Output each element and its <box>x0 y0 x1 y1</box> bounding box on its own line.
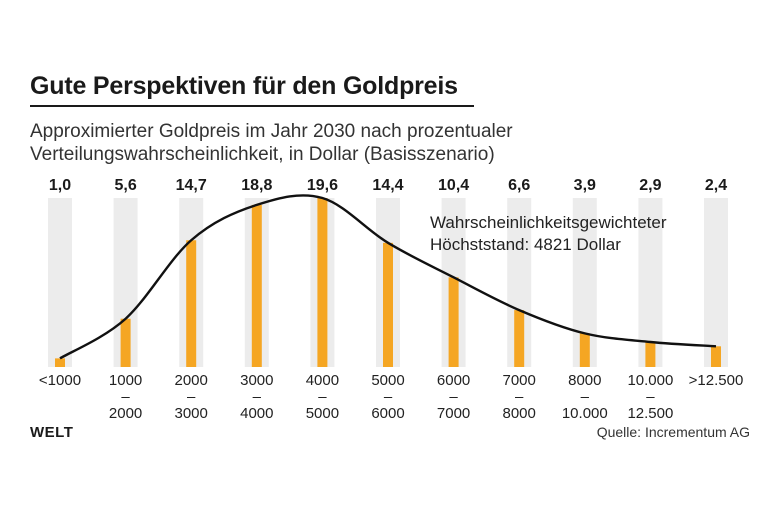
x-tick-label: 1000 <box>109 372 142 389</box>
bar <box>55 358 65 367</box>
value-label: 5,6 <box>114 177 136 194</box>
value-label: 14,4 <box>372 177 403 194</box>
x-tick-label: 4000 <box>240 405 273 422</box>
x-tick-label: 4000 <box>306 372 339 389</box>
title-underline <box>30 105 474 107</box>
bar <box>120 318 131 367</box>
value-label: 2,9 <box>639 177 661 194</box>
bar <box>251 204 262 367</box>
x-tick-label: 3000 <box>240 372 273 389</box>
distribution-curve <box>59 194 717 360</box>
source-note: Quelle: Incrementum AG <box>596 424 750 440</box>
value-labels: 1,0 5,6 14,7 18,8 19,6 14,4 10,4 6,6 3,9 2,9 2,4 <box>49 177 727 194</box>
x-tick-label: 6000 <box>371 405 404 422</box>
welt-logo: WELT <box>30 424 74 441</box>
column-band <box>48 198 72 367</box>
bar <box>711 346 721 367</box>
x-tick-label: 2000 <box>175 372 208 389</box>
value-label: 2,4 <box>705 177 727 194</box>
x-tick-label: – <box>581 389 590 406</box>
x-tick-label: – <box>384 389 393 406</box>
subtitle-line-2: Verteilungswahrscheinlichkeit, in Dollar… <box>30 144 495 165</box>
x-axis-labels: <1000 1000–20002000–30003000–40004000–500… <box>39 372 743 422</box>
x-tick-label: 8000 <box>568 372 601 389</box>
bar <box>514 310 525 367</box>
peak-annotation: Wahrscheinlichkeitsgewichteter Höchststa… <box>430 213 667 254</box>
chart-title: Gute Perspektiven für den Goldpreis <box>30 72 458 100</box>
value-label: 6,6 <box>508 177 530 194</box>
value-label: 19,6 <box>307 177 338 194</box>
bar <box>383 242 393 367</box>
bar <box>645 341 656 367</box>
x-tick-label: 7000 <box>437 405 470 422</box>
subtitle-line-1: Approximierter Goldpreis im Jahr 2030 na… <box>30 121 513 142</box>
x-tick-label: 7000 <box>503 372 536 389</box>
bar <box>579 333 590 367</box>
x-tick-label: – <box>121 389 130 406</box>
value-label: 10,4 <box>438 177 469 194</box>
x-tick-label: 2000 <box>109 405 142 422</box>
x-tick-label: – <box>646 389 655 406</box>
bar <box>317 198 328 367</box>
annotation-line-1: Wahrscheinlichkeitsgewichteter <box>430 213 667 232</box>
x-tick-label: 10.000 <box>627 372 673 389</box>
bar <box>186 240 197 367</box>
x-tick-label: – <box>515 389 524 406</box>
x-tick-label: <1000 <box>39 372 81 389</box>
bars <box>55 198 721 367</box>
column-band <box>638 198 663 367</box>
x-tick-label: – <box>253 389 262 406</box>
annotation-line-2: Höchststand: 4821 Dollar <box>430 235 621 254</box>
curve-layer <box>59 194 717 360</box>
bar <box>448 277 459 367</box>
x-tick-label: – <box>318 389 327 406</box>
x-tick-label: 10.000 <box>562 405 608 422</box>
column-bands <box>48 198 728 367</box>
x-tick-label: >12.500 <box>689 372 744 389</box>
value-label: 3,9 <box>574 177 596 194</box>
column-band <box>704 198 728 367</box>
value-label: 1,0 <box>49 177 71 194</box>
value-label: 14,7 <box>176 177 207 194</box>
x-tick-label: 6000 <box>437 372 470 389</box>
x-tick-label: – <box>449 389 458 406</box>
value-label: 18,8 <box>241 177 272 194</box>
x-tick-label: 5000 <box>371 372 404 389</box>
x-tick-label: – <box>187 389 196 406</box>
x-tick-label: 3000 <box>175 405 208 422</box>
x-tick-label: 12.500 <box>627 405 673 422</box>
chart-subtitle: Approximierter Goldpreis im Jahr 2030 na… <box>30 120 630 166</box>
x-tick-label: 8000 <box>503 405 536 422</box>
x-tick-label: 5000 <box>306 405 339 422</box>
